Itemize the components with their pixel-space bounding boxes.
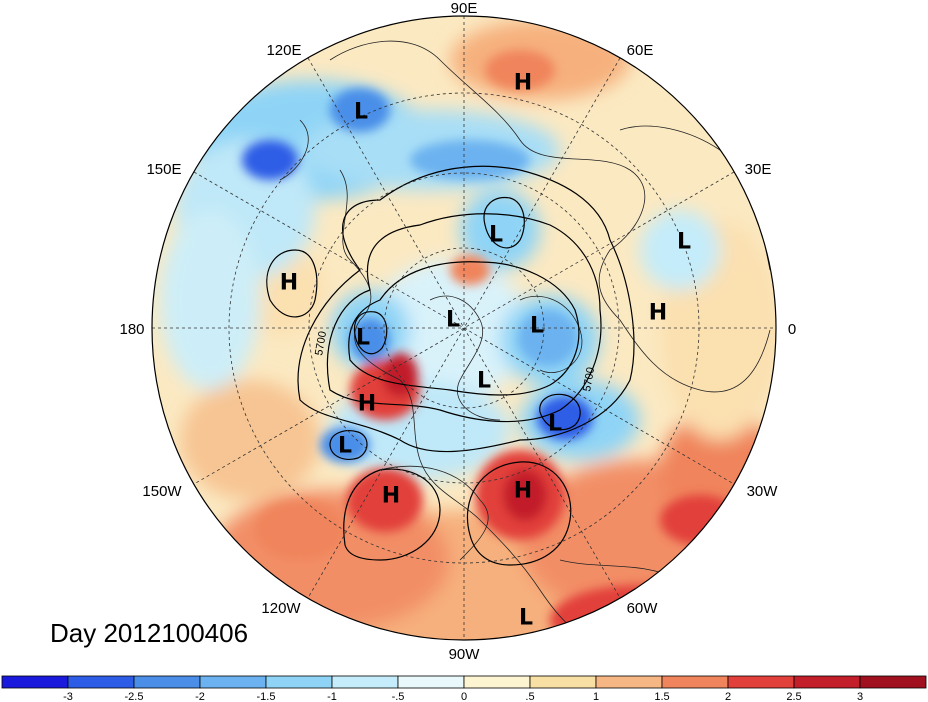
lon-label-180: 180 [119,321,144,338]
contour-label-east: 5700 [581,366,597,392]
colorbar-box [133,675,201,689]
pressure-center-marker: L [338,434,352,459]
colorbar-tick-label: -2 [195,691,205,702]
colorbar-box [463,675,531,689]
pressure-centers: H L L L H L H L L L H L L H H L [280,71,691,631]
pressure-center-marker: H [514,71,532,96]
anomaly-shading [152,16,776,640]
lon-label-90e: 90E [451,0,478,17]
colorbar-box [595,675,663,689]
colorbar-boxes [1,675,927,689]
lon-label-150e: 150E [146,161,181,178]
pressure-center-marker: L [548,412,562,437]
colorbar-box [793,675,861,689]
colorbar-box [529,675,597,689]
colorbar-box [331,675,399,689]
contour-label-west: 5700 [313,330,329,356]
colorbar-tick-label: 2.5 [786,691,801,702]
colorbar-box [727,675,795,689]
lon-label-120e: 120E [266,42,301,59]
colorbar-tick-label: 3 [857,691,863,702]
polar-map: 5700 5700 90E 120E 60E 150E 30E 180 0 15… [119,0,796,663]
pressure-center-marker: L [446,308,460,333]
lon-label-0: 0 [788,321,796,338]
colorbar-tick-label: 0 [461,691,467,702]
pressure-center-marker: H [280,271,298,296]
day-label: Day 2012100406 [50,618,249,648]
colorbar-tick-label: -1.5 [257,691,276,702]
lon-label-30e: 30E [745,161,772,178]
colorbar-tick-label: -.5 [392,691,405,702]
pressure-center-marker: L [489,223,503,248]
colorbar-box [397,675,465,689]
lon-label-120w: 120W [261,600,301,617]
pressure-center-marker: L [356,326,370,351]
colorbar-box [1,675,69,689]
colorbar-tick-label: -3 [63,691,73,702]
lon-label-150w: 150W [142,483,182,500]
pressure-center-marker: L [530,314,544,339]
colorbar-tick-label: 2 [725,691,731,702]
colorbar-box [661,675,729,689]
colorbar-tick-label: 1.5 [654,691,669,702]
colorbar-tick-label: -2.5 [125,691,144,702]
pressure-center-marker: H [514,479,532,504]
graticule [152,16,776,640]
longitude-labels: 90E 120E 60E 150E 30E 180 0 150W 30W 120… [119,0,796,663]
colorbar-box [67,675,135,689]
colorbar-box [859,675,927,689]
colorbar-ticks: -3 -2.5 -2 -1.5 -1 -.5 0 .5 1 1.5 2 2.5 3 [63,691,863,702]
colorbar-box [199,675,267,689]
pressure-center-marker: L [519,606,533,631]
lon-label-30w: 30W [747,483,779,500]
colorbar-box [265,675,333,689]
lon-label-90w: 90W [449,646,481,663]
pressure-center-marker: H [358,392,376,417]
height-contours [266,165,635,566]
colorbar-tick-label: 1 [593,691,599,702]
colorbar: -3 -2.5 -2 -1.5 -1 -.5 0 .5 1 1.5 2 2.5 3 [1,675,927,702]
pressure-center-marker: L [477,369,491,394]
colorbar-tick-label: .5 [525,691,534,702]
pressure-center-marker: L [354,100,368,125]
map-border [151,15,777,641]
lon-label-60e: 60E [627,42,654,59]
lon-label-60w: 60W [627,600,659,617]
pressure-center-marker: H [382,484,400,509]
colorbar-tick-label: -1 [327,691,337,702]
pressure-center-marker: L [677,230,691,255]
pressure-center-marker: H [649,301,667,326]
